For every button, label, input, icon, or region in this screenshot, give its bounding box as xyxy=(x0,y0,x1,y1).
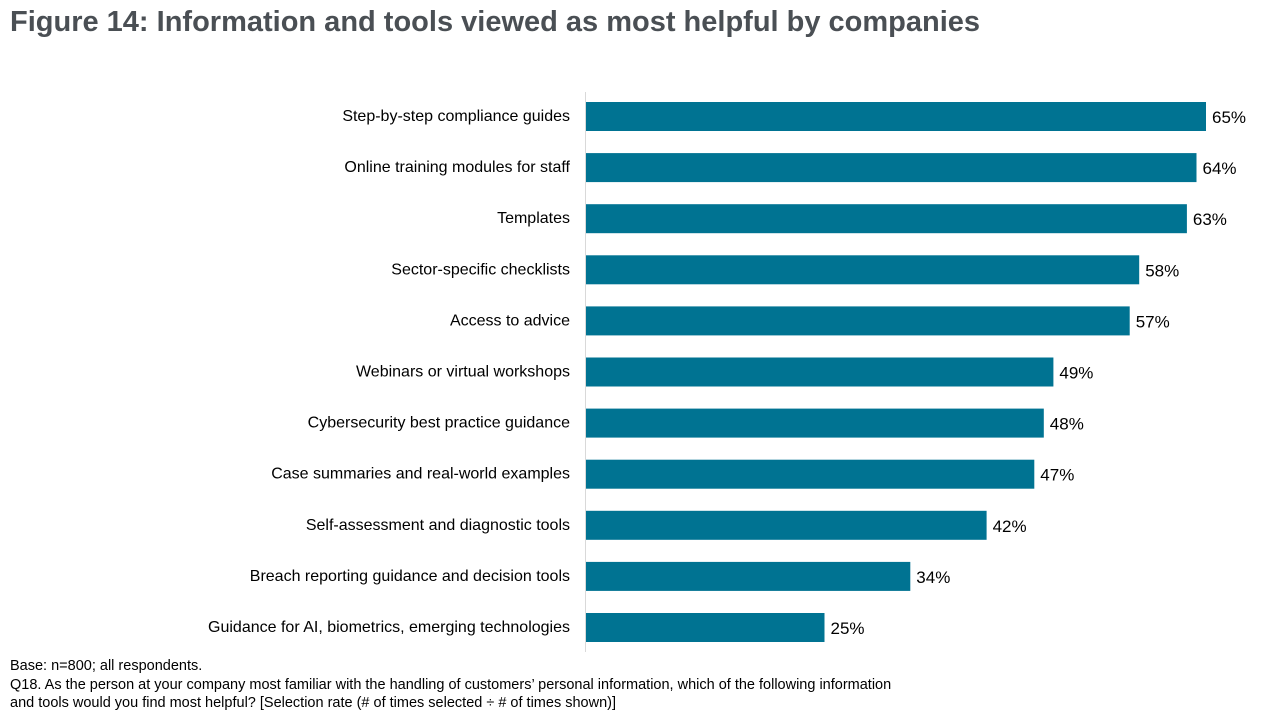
value-label-1: 64% xyxy=(1203,159,1237,178)
chart-title: Figure 14: Information and tools viewed … xyxy=(10,6,981,38)
bar-7 xyxy=(586,459,1035,489)
value-label-8: 42% xyxy=(993,517,1027,536)
category-label-5: Webinars or virtual workshops xyxy=(356,364,570,381)
bar-9 xyxy=(586,561,911,591)
bar-1 xyxy=(586,153,1197,183)
bar-8 xyxy=(586,510,987,540)
bar-6 xyxy=(586,408,1044,438)
bar-chart: Step-by-step compliance guides 65% Online … xyxy=(208,92,1246,652)
footnote-question-line-2: and tools would you find most helpful? [… xyxy=(10,695,616,711)
bar-10 xyxy=(586,613,825,642)
category-label-2: Templates xyxy=(497,210,570,227)
category-label-4: Access to advice xyxy=(450,312,570,329)
category-label-8: Self-assessment and diagnostic tools xyxy=(306,517,570,534)
bar-0 xyxy=(586,102,1206,131)
footnote-question-line-1: Q18. As the person at your company most … xyxy=(10,676,892,693)
value-label-3: 58% xyxy=(1145,261,1179,280)
footnotes: Base: n=800; all respondents. Q18. As th… xyxy=(10,657,891,713)
category-label-0: Step-by-step compliance guides xyxy=(342,108,570,125)
category-label-10: Guidance for AI, biometrics, emerging te… xyxy=(208,619,570,636)
category-label-6: Cybersecurity best practice guidance xyxy=(308,415,570,432)
bar-2 xyxy=(586,204,1187,234)
value-label-0: 65% xyxy=(1212,108,1246,127)
value-label-4: 57% xyxy=(1136,312,1170,331)
value-label-7: 47% xyxy=(1040,466,1074,485)
value-label-6: 48% xyxy=(1050,415,1084,434)
bar-4 xyxy=(586,306,1130,336)
bar-5 xyxy=(586,357,1054,387)
footnote-base: Base: n=800; all respondents. xyxy=(10,658,203,674)
value-label-9: 34% xyxy=(916,568,950,587)
category-label-7: Case summaries and real-world examples xyxy=(271,466,570,483)
category-label-1: Online training modules for staff xyxy=(344,159,570,176)
value-label-5: 49% xyxy=(1059,364,1093,383)
value-label-2: 63% xyxy=(1193,210,1227,229)
bar-3 xyxy=(586,255,1140,285)
category-label-9: Breach reporting guidance and decision t… xyxy=(250,568,570,585)
value-label-10: 25% xyxy=(831,619,865,638)
category-label-3: Sector-specific checklists xyxy=(391,261,570,278)
